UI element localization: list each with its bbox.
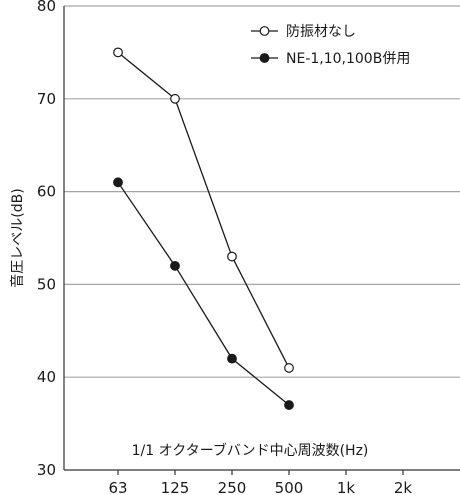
data-point-series-1 — [227, 251, 237, 262]
series-line-1 — [117, 51, 290, 369]
data-point-series-1 — [284, 363, 294, 373]
x-tick-label: 250 — [218, 479, 247, 495]
data-point-series-2 — [227, 353, 237, 364]
data-point-series-1 — [170, 93, 180, 104]
series-line-2 — [117, 181, 290, 406]
data-point-series-1 — [113, 47, 123, 58]
y-tick-labels: 30 40 50 60 70 80 — [37, 0, 56, 479]
axes — [63, 6, 460, 475]
data-point-series-2 — [113, 177, 123, 188]
grid-lines — [64, 5, 460, 378]
legend-marker — [259, 26, 270, 36]
y-tick-label: 80 — [37, 0, 56, 15]
y-tick-label: 50 — [37, 275, 56, 293]
y-tick-label: 60 — [37, 183, 56, 201]
y-tick-label: 40 — [37, 368, 56, 386]
legend: 防振材なし NE-1,10,100B併用 — [251, 24, 410, 67]
legend-marker — [259, 53, 270, 63]
data-point-series-2 — [170, 260, 180, 271]
legend-label: 防振材なし — [286, 24, 356, 40]
x-tick-labels: 63 125 250 500 1k 2k — [108, 479, 412, 495]
y-tick-label: 70 — [37, 90, 56, 108]
y-axis-title: 音圧レベル(dB) — [9, 188, 26, 287]
x-axis-title: 1/1 オクターブバンド中心周波数(Hz) — [132, 442, 369, 459]
legend-label: NE-1,10,100B併用 — [286, 51, 410, 67]
x-tick-label: 63 — [108, 479, 127, 495]
x-tick-label: 1k — [337, 479, 356, 495]
x-tick-label: 2k — [394, 479, 413, 495]
series — [113, 47, 294, 410]
x-tick-label: 500 — [275, 479, 304, 495]
data-point-series-2 — [284, 400, 294, 410]
y-tick-label: 30 — [37, 461, 56, 479]
x-tick-label: 125 — [161, 479, 190, 495]
